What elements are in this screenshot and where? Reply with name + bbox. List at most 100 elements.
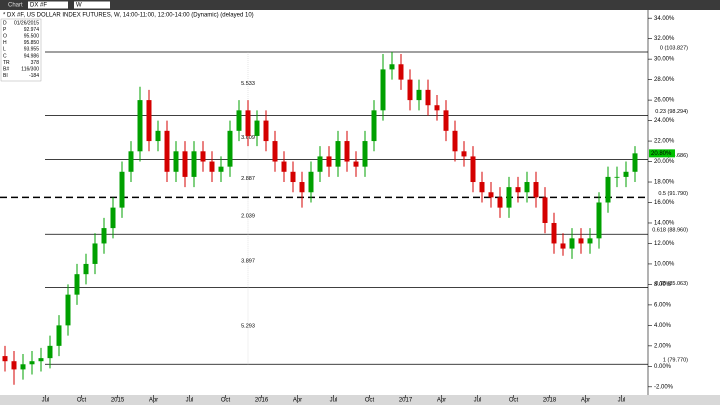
- interval-box[interactable]: [74, 1, 110, 9]
- candle-body: [83, 263, 89, 275]
- candle-body: [38, 358, 44, 362]
- candle-body: [56, 325, 62, 346]
- candle-body: [317, 156, 323, 172]
- candle-body: [524, 182, 530, 193]
- x-tick-label: Oct: [77, 398, 87, 404]
- candle-body: [326, 156, 332, 167]
- candle-body: [515, 187, 521, 193]
- y-tick-label: 30.00%: [654, 57, 675, 63]
- candle-body: [119, 171, 125, 208]
- x-tick-label: 2016: [255, 398, 269, 404]
- candle-body: [479, 182, 485, 193]
- candle-body: [101, 228, 107, 244]
- fib-label: 1 (79.770): [663, 358, 688, 364]
- y-tick-label: 28.00%: [654, 77, 675, 83]
- toolbar-app[interactable]: Chart: [8, 3, 23, 9]
- candle-body: [353, 161, 359, 167]
- candle-body: [596, 202, 602, 239]
- candle-body: [407, 79, 413, 101]
- toolbar-interval[interactable]: W: [76, 3, 82, 9]
- y-tick-label: 34.00%: [654, 16, 675, 22]
- candle-body: [227, 130, 233, 167]
- candle-body: [263, 120, 269, 142]
- fib-label: 0.23 (98.294): [655, 109, 688, 115]
- candle-body: [362, 141, 368, 167]
- y-tick-label: 26.00%: [654, 98, 675, 104]
- info-value: 116/300: [21, 67, 39, 73]
- y-tick-label: 18.00%: [654, 180, 675, 186]
- fib-distance: 2.039: [241, 213, 255, 219]
- candle-body: [209, 161, 215, 172]
- candle-body: [245, 110, 251, 136]
- y-tick-label: 32.00%: [654, 36, 675, 42]
- candle-body: [371, 110, 377, 142]
- candle-body: [299, 182, 305, 193]
- candle-body: [308, 171, 314, 193]
- candle-body: [470, 156, 476, 183]
- candle-body: [335, 141, 341, 167]
- symbol-box[interactable]: [28, 1, 68, 9]
- x-tick-label: Apr: [581, 398, 590, 404]
- candle-body: [632, 153, 638, 172]
- candle-body: [137, 100, 143, 152]
- candle-body: [587, 238, 593, 244]
- candle-body: [281, 161, 287, 172]
- y-tick-label: 10.00%: [654, 262, 675, 268]
- y-tick-label: 4.00%: [654, 323, 672, 329]
- x-tick-label: 2015: [111, 398, 125, 404]
- fib-distance: 5.293: [241, 323, 255, 329]
- y-tick-label: 24.00%: [654, 118, 675, 124]
- fib-label: 0.618 (88.960): [652, 228, 688, 234]
- info-key: H: [3, 40, 7, 46]
- candle-body: [47, 345, 53, 359]
- candle-body: [425, 89, 431, 106]
- candle-body: [461, 151, 467, 157]
- fib-distance: 2.887: [241, 176, 255, 182]
- x-tick-label: 2017: [399, 398, 413, 404]
- fib-distance: 3.897: [241, 258, 255, 264]
- candle-body: [488, 192, 494, 198]
- toolbar: [0, 0, 720, 10]
- info-value: 95.850: [24, 40, 40, 46]
- candle-body: [92, 243, 98, 264]
- info-value: 93.955: [24, 47, 40, 53]
- x-tick-label: Apr: [149, 398, 158, 404]
- candle-body: [389, 64, 395, 70]
- info-key: C: [3, 53, 7, 59]
- candle-body: [542, 197, 548, 223]
- y-tick-label: 20.00%: [654, 159, 675, 165]
- candle-body: [614, 176, 620, 178]
- x-tick-label: Jul: [42, 398, 50, 404]
- info-value: 94.986: [24, 53, 40, 59]
- candle-body: [182, 151, 188, 177]
- candle-body: [155, 130, 161, 142]
- info-key: D: [3, 20, 7, 26]
- candle-body: [290, 171, 296, 183]
- plot-area: [0, 10, 648, 395]
- x-tick-label: Oct: [365, 398, 375, 404]
- x-tick-label: Apr: [293, 398, 302, 404]
- candle-body: [128, 151, 134, 172]
- y-tick-label: 2.00%: [654, 343, 672, 349]
- candle-body: [236, 110, 242, 131]
- x-tick-label: Jul: [474, 398, 482, 404]
- candle-body: [200, 151, 206, 162]
- y-tick-label: 22.00%: [654, 139, 675, 145]
- x-tick-label: Apr: [437, 398, 446, 404]
- candle-body: [443, 110, 449, 131]
- candle-body: [623, 171, 629, 177]
- candle-body: [560, 243, 566, 249]
- toolbar-symbol[interactable]: DX #F: [30, 3, 47, 9]
- candle-body: [272, 141, 278, 162]
- candle-body: [569, 238, 575, 249]
- candle-body: [551, 222, 557, 244]
- candle-body: [380, 69, 386, 111]
- candle-body: [218, 166, 224, 172]
- candle-body: [65, 294, 71, 326]
- info-key: P: [3, 27, 7, 33]
- fib-distance: 5.533: [241, 81, 255, 87]
- last-price-label: 20.80%: [651, 151, 672, 157]
- x-axis-area: [0, 395, 720, 405]
- candle-body: [533, 182, 539, 198]
